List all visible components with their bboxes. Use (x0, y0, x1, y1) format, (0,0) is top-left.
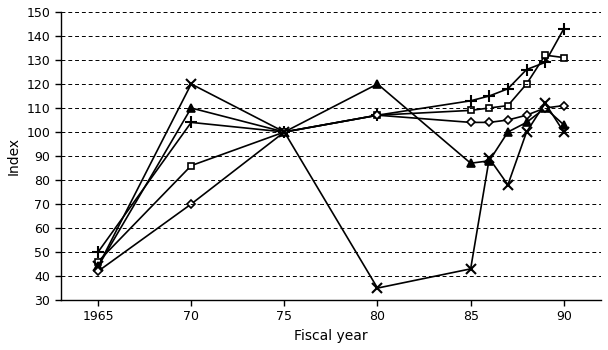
X-axis label: Fiscal year: Fiscal year (294, 329, 368, 343)
Y-axis label: Index: Index (7, 137, 21, 175)
